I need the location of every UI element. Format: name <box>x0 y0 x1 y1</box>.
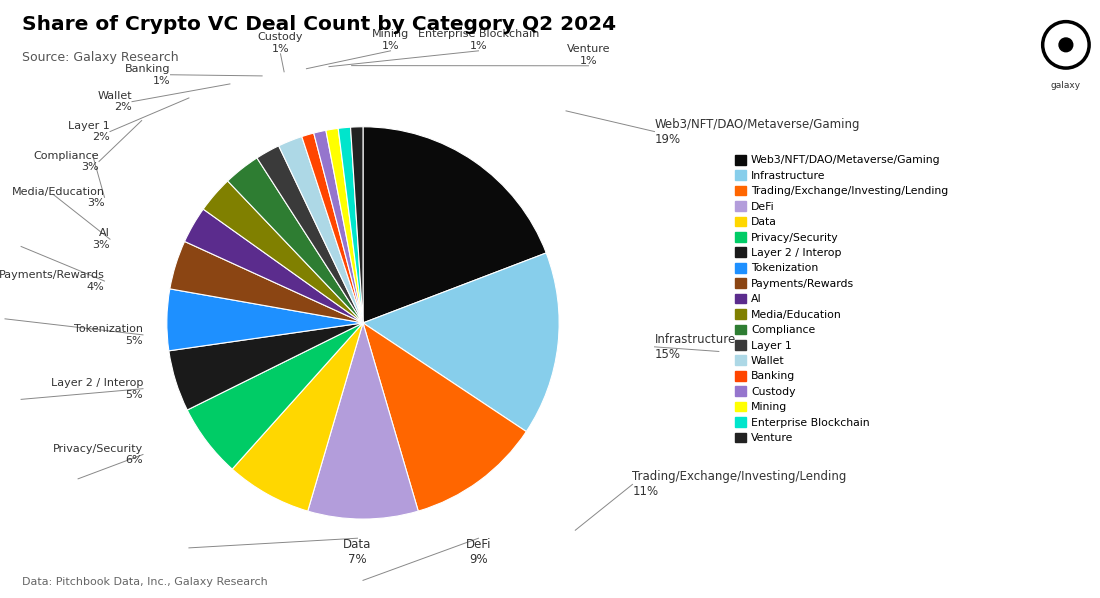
Wedge shape <box>308 323 418 519</box>
Text: Privacy/Security
6%: Privacy/Security 6% <box>53 444 143 465</box>
Wedge shape <box>232 323 363 511</box>
Text: Trading/Exchange/Investing/Lending
11%: Trading/Exchange/Investing/Lending 11% <box>632 471 847 498</box>
Text: Venture
1%: Venture 1% <box>566 44 610 66</box>
Text: Media/Education
3%: Media/Education 3% <box>11 187 104 208</box>
Text: Compliance
3%: Compliance 3% <box>33 151 99 172</box>
Wedge shape <box>167 289 363 351</box>
Wedge shape <box>169 323 363 410</box>
Text: Layer 1
2%: Layer 1 2% <box>68 121 110 142</box>
Wedge shape <box>314 130 363 323</box>
Circle shape <box>1059 38 1072 51</box>
Text: Payments/Rewards
4%: Payments/Rewards 4% <box>0 270 104 292</box>
Text: AI
3%: AI 3% <box>92 228 110 250</box>
Text: Mining
1%: Mining 1% <box>372 29 409 51</box>
Wedge shape <box>301 133 363 323</box>
Text: Enterprise Blockchain
1%: Enterprise Blockchain 1% <box>418 29 539 51</box>
Text: Data: Pitchbook Data, Inc., Galaxy Research: Data: Pitchbook Data, Inc., Galaxy Resea… <box>22 577 267 587</box>
Text: Share of Crypto VC Deal Count by Category Q2 2024: Share of Crypto VC Deal Count by Categor… <box>22 15 616 34</box>
Text: Web3/NFT/DAO/Metaverse/Gaming
19%: Web3/NFT/DAO/Metaverse/Gaming 19% <box>654 118 860 145</box>
Wedge shape <box>363 127 547 323</box>
Text: Banking
1%: Banking 1% <box>125 64 170 86</box>
Text: Data
7%: Data 7% <box>343 538 372 566</box>
Text: Layer 2 / Interop
5%: Layer 2 / Interop 5% <box>51 378 143 399</box>
Wedge shape <box>185 209 363 323</box>
Wedge shape <box>326 129 363 323</box>
Text: Source: Galaxy Research: Source: Galaxy Research <box>22 51 178 64</box>
Wedge shape <box>363 323 526 511</box>
Wedge shape <box>204 181 363 323</box>
Text: Wallet
2%: Wallet 2% <box>98 91 132 112</box>
Text: Tokenization
5%: Tokenization 5% <box>74 324 143 346</box>
Wedge shape <box>228 158 363 323</box>
Wedge shape <box>278 136 363 323</box>
Wedge shape <box>257 146 363 323</box>
Wedge shape <box>187 323 363 469</box>
Wedge shape <box>363 253 559 432</box>
Wedge shape <box>338 127 363 323</box>
Text: Infrastructure
15%: Infrastructure 15% <box>654 333 736 361</box>
Wedge shape <box>351 127 363 323</box>
Wedge shape <box>169 242 363 323</box>
Legend: Web3/NFT/DAO/Metaverse/Gaming, Infrastructure, Trading/Exchange/Investing/Lendin: Web3/NFT/DAO/Metaverse/Gaming, Infrastru… <box>732 151 952 447</box>
Text: DeFi
9%: DeFi 9% <box>465 538 492 566</box>
Text: galaxy: galaxy <box>1050 81 1081 90</box>
Text: Custody
1%: Custody 1% <box>257 32 304 54</box>
